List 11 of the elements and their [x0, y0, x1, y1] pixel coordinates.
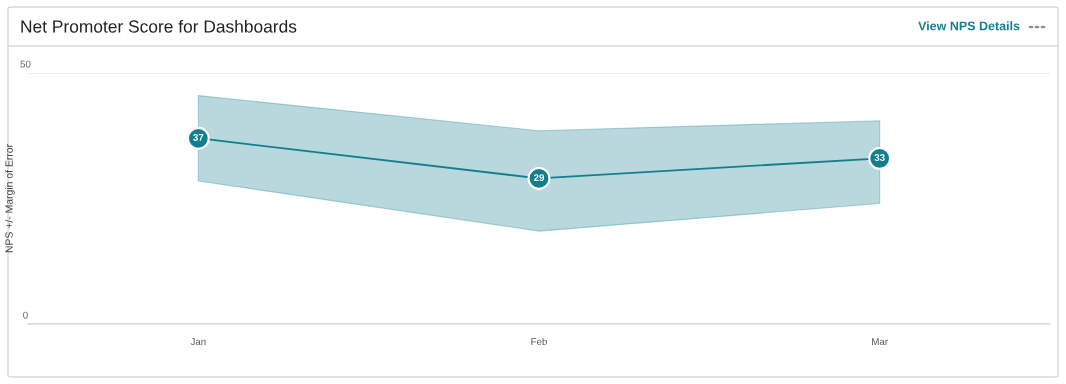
data-label: 29 — [533, 174, 545, 182]
y-tick-label: 0 — [23, 311, 28, 319]
y-tick-label: 50 — [20, 60, 31, 68]
y-axis-title: NPS +/- Margin of Error — [5, 144, 15, 253]
data-label: 33 — [874, 154, 885, 161]
text: View NPS Details — [918, 21, 1020, 31]
x-tick-label: Mar — [872, 338, 888, 346]
chart-title: Net Promoter Score for Dashboards — [21, 19, 297, 33]
x-tick-label: Feb — [531, 337, 547, 346]
data-label: 37 — [193, 133, 204, 141]
x-tick-label: Jan — [190, 338, 206, 346]
